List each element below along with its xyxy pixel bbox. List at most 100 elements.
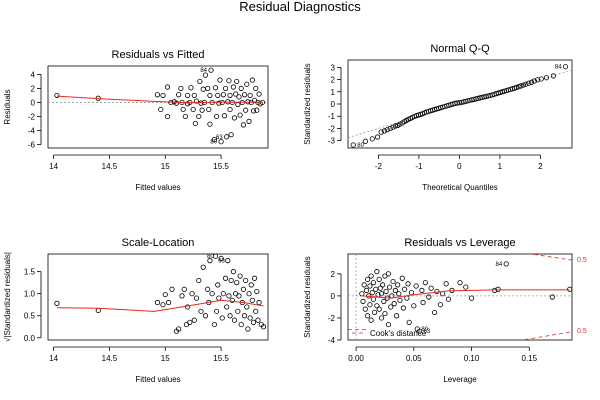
data-point: [222, 275, 229, 281]
point-label: 80: [357, 143, 364, 149]
data-point: [388, 304, 394, 310]
data-point: [365, 276, 371, 282]
data-point: [169, 286, 175, 292]
data-point: [200, 264, 206, 270]
data-point: [196, 113, 202, 120]
data-point: [249, 297, 255, 303]
data-point: [457, 280, 463, 286]
data-point: [237, 273, 243, 279]
data-point: [400, 305, 407, 311]
data-point: [408, 289, 415, 296]
data-point: [361, 282, 367, 288]
data-point: [225, 258, 231, 264]
cooks-distance-contour: [520, 331, 572, 340]
data-point: [176, 326, 182, 332]
data-point: [391, 301, 397, 307]
y-tick-label: 1.0: [24, 290, 36, 299]
data-point: [205, 286, 211, 292]
data-point: [392, 123, 398, 129]
y-tick-label: 0: [31, 98, 36, 107]
data-point: [235, 308, 241, 314]
data-point: [390, 124, 396, 130]
data-point: [443, 281, 449, 287]
data-point: [207, 258, 213, 264]
data-point: [386, 284, 393, 290]
data-point: [392, 287, 398, 293]
y-tick-label: 0.5: [24, 312, 36, 321]
data-point: [254, 107, 260, 113]
data-point: [179, 293, 185, 299]
data-point: [520, 82, 526, 88]
data-point: [368, 273, 374, 279]
data-point: [401, 286, 408, 292]
residuals-vs-leverage-panel: Residuals vs Leverage 0.00 0.05 0.10 0.15 Lev…: [303, 237, 587, 384]
point-label: 80: [210, 140, 217, 146]
figure-title: Residual Diagnostics: [239, 0, 361, 14]
data-point: [503, 261, 509, 267]
data-point: [241, 313, 248, 319]
x-tick-label: -2: [375, 162, 383, 171]
data-point: [380, 282, 386, 288]
plot-frame: [347, 59, 573, 149]
data-point: [420, 299, 426, 306]
data-point: [260, 324, 267, 330]
data-point: [431, 309, 438, 316]
data-point: [211, 136, 217, 143]
y-tick-label: 1.5: [24, 268, 36, 277]
data-point: [411, 303, 417, 309]
data-point: [445, 296, 452, 302]
data-point: [196, 277, 202, 284]
data-point: [181, 286, 187, 292]
data-point: [350, 142, 356, 148]
data-point: [212, 254, 219, 259]
data-point: [215, 92, 221, 99]
data-point: [224, 304, 230, 310]
plot-frame: [47, 253, 269, 341]
data-point: [248, 282, 254, 288]
data-point: [567, 286, 572, 292]
point-label: 63: [216, 135, 223, 141]
plot-frame: [47, 65, 269, 149]
data-point: [381, 298, 387, 305]
data-point: [187, 319, 193, 325]
y-tick-label: -3: [328, 137, 336, 146]
cooks-contour-label: 0.5: [577, 257, 587, 264]
point-label: 84: [555, 65, 562, 71]
data-point: [54, 300, 60, 306]
y-axis-label: Standardized residuals: [303, 256, 312, 337]
data-point: [528, 79, 535, 85]
data-point: [382, 310, 388, 317]
data-point: [428, 285, 434, 291]
smoother-line: [56, 95, 263, 104]
data-point: [229, 297, 235, 303]
data-point: [219, 315, 225, 321]
data-point: [419, 287, 425, 293]
data-point: [220, 92, 226, 98]
data-point: [249, 77, 255, 83]
smoother-line: [361, 289, 570, 299]
plot-area: [54, 254, 267, 334]
plot-area: [348, 64, 572, 148]
x-tick-label: 0.15: [521, 354, 537, 363]
data-point: [214, 308, 220, 314]
data-point: [255, 317, 261, 323]
data-point: [245, 326, 251, 332]
data-point: [235, 101, 241, 108]
data-point: [216, 295, 222, 301]
x-tick-label: 15: [161, 162, 170, 171]
data-point: [202, 313, 209, 319]
point-label: 84: [495, 262, 502, 268]
data-point: [463, 284, 469, 290]
y-tick-label: -4: [28, 126, 36, 135]
data-point: [243, 107, 249, 113]
data-point: [387, 125, 393, 132]
data-point: [251, 275, 258, 281]
data-point: [413, 283, 419, 289]
plot-frame: [347, 253, 573, 341]
y-axis-label: Standardized residuals: [303, 63, 312, 144]
data-point: [193, 295, 200, 301]
data-point: [244, 81, 250, 87]
data-point: [190, 106, 196, 113]
data-point: [222, 85, 229, 92]
